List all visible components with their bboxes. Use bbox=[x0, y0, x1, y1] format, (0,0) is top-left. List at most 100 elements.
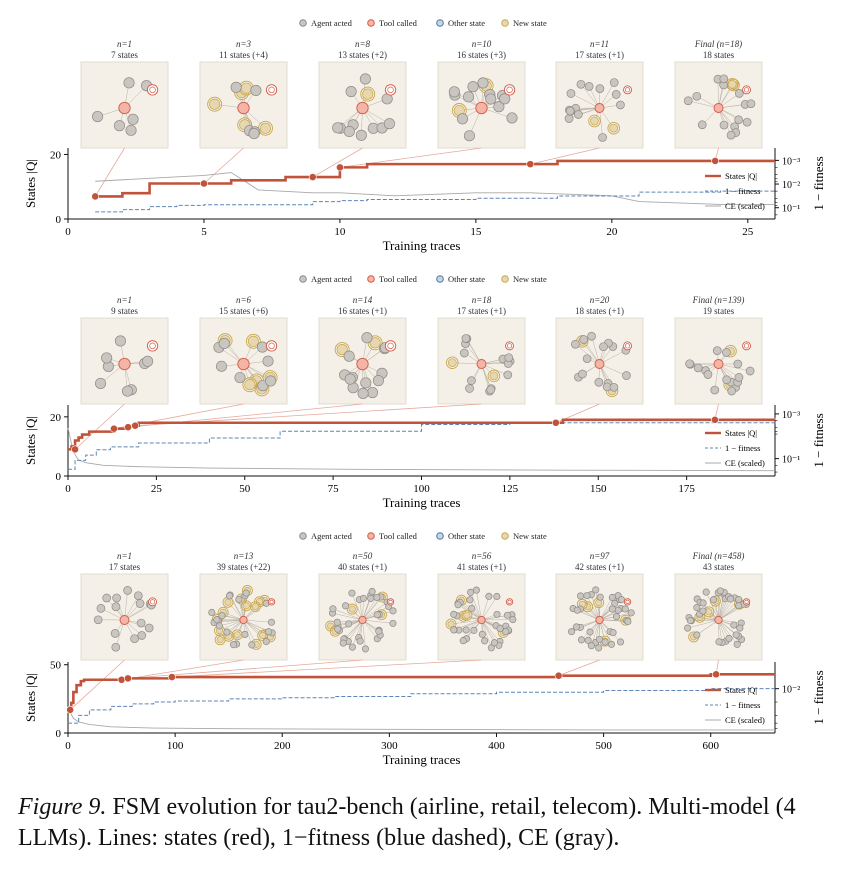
fsm-node bbox=[719, 74, 729, 84]
fsm-end-node bbox=[505, 341, 514, 351]
fsm-node bbox=[262, 355, 274, 367]
legend-label-states: States |Q| bbox=[725, 428, 757, 438]
snapshot-states-label: 13 states (+2) bbox=[338, 50, 387, 60]
fsm-node bbox=[746, 99, 756, 109]
fsm-node bbox=[332, 122, 344, 134]
fsm-edge bbox=[332, 608, 363, 621]
fsm-node bbox=[248, 128, 260, 140]
fsm-node bbox=[101, 352, 113, 364]
fsm-node bbox=[616, 100, 625, 110]
fsm-edge bbox=[124, 603, 151, 621]
y-axis-label: States |Q| bbox=[23, 416, 38, 465]
legend-label-ce: CE (scaled) bbox=[725, 715, 765, 725]
fsm-node bbox=[241, 630, 249, 638]
snapshot-marker bbox=[110, 424, 118, 433]
fsm-node bbox=[248, 641, 256, 649]
fsm-node bbox=[267, 618, 275, 626]
fsm-node bbox=[112, 593, 121, 603]
fsm-node bbox=[96, 604, 106, 613]
fsm-node bbox=[366, 386, 379, 399]
fsm-node bbox=[622, 371, 631, 380]
fsm-node bbox=[573, 606, 581, 614]
snapshot-states-label: 7 states bbox=[111, 50, 138, 60]
fsm-end-node bbox=[623, 85, 632, 95]
legend-marker-tool_called bbox=[367, 532, 375, 540]
node-legend: Agent acted Tool called Other state New sta… bbox=[299, 18, 547, 28]
fsm-node bbox=[327, 622, 335, 630]
x-tick-label: 10 bbox=[334, 226, 346, 238]
fsm-node bbox=[229, 641, 238, 649]
fsm-end-node bbox=[503, 84, 516, 96]
fsm-edge bbox=[481, 619, 506, 627]
fsm-end-node bbox=[505, 598, 514, 606]
x-tick-label: 100 bbox=[413, 483, 430, 495]
fsm-node bbox=[493, 610, 501, 618]
x-tick-label: 25 bbox=[742, 226, 754, 238]
fsm-center-node bbox=[475, 101, 488, 115]
fsm-end-node-inner bbox=[269, 599, 274, 604]
fsm-edge bbox=[687, 619, 719, 629]
x-tick-label: 75 bbox=[328, 483, 340, 495]
fsm-node bbox=[230, 81, 242, 93]
fsm-node bbox=[595, 644, 603, 652]
fsm-node bbox=[259, 122, 272, 134]
fsm-node bbox=[102, 593, 112, 603]
fsm-node bbox=[509, 615, 517, 624]
new-state-ring bbox=[360, 86, 376, 102]
fsm-node bbox=[361, 645, 370, 653]
fsm-node bbox=[93, 615, 103, 625]
snapshot-n-label: n=18 bbox=[472, 295, 492, 305]
fsm-end-node-inner bbox=[624, 87, 631, 93]
fsm-node bbox=[265, 628, 273, 636]
fsm-node bbox=[244, 379, 256, 391]
fsm-edge bbox=[481, 596, 498, 621]
y-axis-label: States |Q| bbox=[23, 673, 38, 722]
fsm-node bbox=[368, 587, 376, 596]
fsm-edge bbox=[591, 594, 600, 621]
legend-label-states: States |Q| bbox=[725, 685, 757, 695]
y-tick-label: 50 bbox=[50, 660, 62, 672]
fsm-node bbox=[369, 337, 381, 349]
fsm-node bbox=[571, 339, 580, 349]
fsm-edge bbox=[696, 619, 719, 636]
snapshot-6: Final (n=18)18 states bbox=[674, 39, 763, 149]
fsm-node bbox=[224, 598, 232, 606]
legend-marker-new_state bbox=[501, 19, 509, 27]
legend-label-other_state: Other state bbox=[448, 274, 485, 284]
fsm-end-node bbox=[265, 340, 278, 352]
panel-3: Agent acted Tool called Other state New sta… bbox=[23, 531, 826, 767]
legend-marker-new_state bbox=[501, 275, 509, 283]
fsm-edge bbox=[586, 595, 600, 621]
fsm-end-node-inner bbox=[268, 342, 275, 350]
line-legend: States |Q| 1 − fitness CE (scaled) bbox=[705, 171, 765, 211]
fsm-node bbox=[735, 602, 743, 610]
fsm-node bbox=[465, 384, 474, 393]
fsm-end-node bbox=[384, 340, 397, 352]
fsm-node bbox=[235, 595, 243, 604]
snapshot-states-label: 43 states bbox=[703, 562, 735, 572]
fsm-node bbox=[462, 626, 470, 634]
snapshot-marker bbox=[711, 157, 720, 165]
fsm-node bbox=[595, 635, 603, 643]
snapshot-1: n=117 states bbox=[80, 551, 169, 661]
fsm-node bbox=[683, 96, 693, 106]
fsm-node bbox=[493, 101, 505, 113]
fsm-node bbox=[334, 625, 342, 633]
fsm-node bbox=[485, 592, 493, 600]
fsm-node bbox=[614, 606, 622, 614]
x-tick-label: 0 bbox=[65, 226, 71, 238]
snapshot-states-label: 19 states bbox=[703, 306, 735, 316]
fsm-end-node-inner bbox=[507, 599, 512, 604]
x-tick-label: 175 bbox=[678, 483, 695, 495]
fsm-center-node bbox=[358, 615, 367, 625]
fsm-node bbox=[130, 634, 139, 644]
fsm-node bbox=[584, 82, 594, 91]
fsm-node bbox=[727, 386, 737, 396]
legend-label-new_state: New state bbox=[513, 274, 547, 284]
legend-marker-new_state bbox=[501, 532, 509, 540]
fsm-node bbox=[372, 375, 384, 387]
fsm-edge bbox=[705, 591, 719, 621]
fsm-node bbox=[734, 373, 744, 382]
fsm-node bbox=[448, 86, 460, 98]
y-tick-label: 0 bbox=[56, 214, 62, 226]
